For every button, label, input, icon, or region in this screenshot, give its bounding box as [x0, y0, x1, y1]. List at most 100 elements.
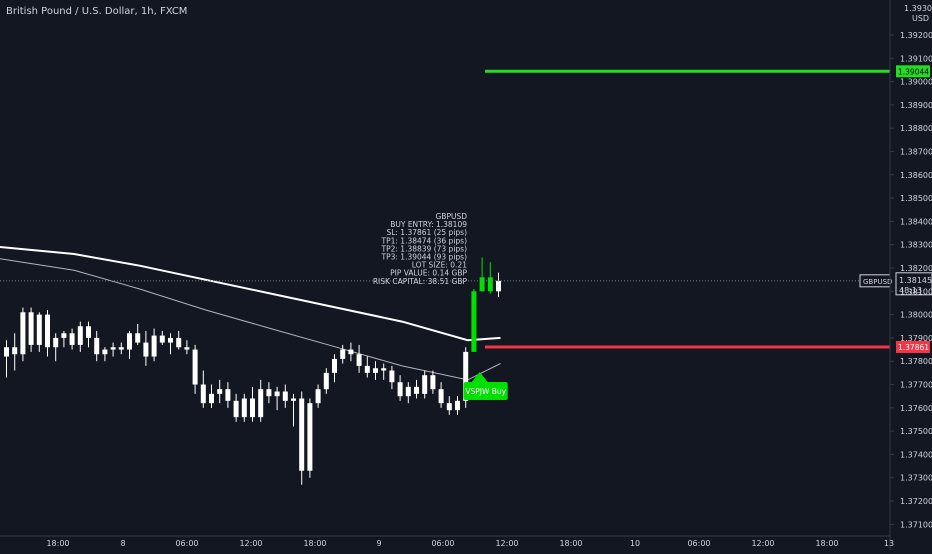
candle-body[interactable]: [487, 277, 493, 292]
time-tick-label: 13: [884, 539, 894, 548]
candle-body[interactable]: [479, 277, 485, 292]
info-box-line: PIP VALUE: 0.14 GBP: [390, 269, 467, 278]
time-tick-label: 06:00: [687, 539, 710, 548]
time-tick-label: 12:00: [239, 539, 262, 548]
tp3-price-tag-text: 1.39044: [898, 67, 929, 76]
candle-body[interactable]: [53, 337, 59, 348]
candle-body[interactable]: [315, 389, 321, 404]
candle-body[interactable]: [282, 391, 288, 401]
candle-body[interactable]: [86, 326, 91, 338]
candle-body[interactable]: [356, 354, 362, 366]
candle-body[interactable]: [118, 347, 124, 350]
candle-body[interactable]: [4, 347, 9, 357]
candle-body[interactable]: [446, 403, 452, 411]
price-tick-label: 1.37200: [900, 497, 932, 506]
candle-body[interactable]: [143, 342, 149, 357]
signal-label-box[interactable]: [463, 382, 508, 400]
candle-body[interactable]: [110, 347, 116, 350]
candle-body[interactable]: [373, 368, 378, 373]
candle-body[interactable]: [438, 389, 444, 404]
candle-body[interactable]: [291, 398, 296, 401]
sl-price-tag-text: 1.37861: [898, 343, 929, 352]
candle-body[interactable]: [397, 382, 403, 397]
info-box-line: SL: 1.37861 (25 pips): [386, 228, 467, 237]
candle-body[interactable]: [463, 351, 469, 401]
price-tick-label: 1.37700: [900, 381, 932, 390]
candle-body[interactable]: [364, 365, 370, 373]
candle-body[interactable]: [250, 398, 255, 418]
candle-body[interactable]: [307, 403, 313, 471]
candle-body[interactable]: [233, 400, 239, 418]
time-tick-label: 12:00: [495, 539, 518, 548]
candle-body[interactable]: [192, 349, 198, 385]
candle-body[interactable]: [455, 400, 460, 411]
candle-body[interactable]: [159, 335, 165, 343]
candle-body[interactable]: [28, 312, 34, 345]
candle-body[interactable]: [176, 337, 182, 348]
candle-body[interactable]: [151, 335, 157, 357]
candle-body[interactable]: [77, 326, 83, 345]
price-tick-label: 1.38700: [900, 147, 932, 156]
candle-body[interactable]: [348, 349, 354, 355]
price-tick-label: 1.38100: [900, 287, 932, 296]
candle-body[interactable]: [12, 347, 18, 355]
signal-arrow: [471, 372, 488, 382]
ma-fast-line: [0, 246, 501, 342]
candle-body[interactable]: [36, 314, 42, 345]
candle-body[interactable]: [184, 347, 190, 350]
candle-body[interactable]: [209, 393, 214, 404]
price-tick-label: 1.38200: [900, 264, 932, 273]
candle-body[interactable]: [496, 280, 501, 292]
candle-body[interactable]: [405, 386, 411, 397]
time-tick-label: 10: [630, 539, 640, 548]
candle-body[interactable]: [102, 349, 108, 355]
price-tick-label: 1.37100: [900, 520, 932, 529]
info-box-line: TP2: 1.38839 (73 pips): [381, 244, 468, 253]
candle-body[interactable]: [45, 314, 50, 348]
candle-body[interactable]: [94, 337, 100, 355]
ma-slow-line: [0, 258, 501, 381]
candle-body[interactable]: [241, 398, 247, 418]
candle-body[interactable]: [332, 358, 337, 373]
price-tick-label: 1.37400: [900, 450, 932, 459]
candle-body[interactable]: [127, 333, 132, 350]
candle-body[interactable]: [422, 375, 428, 394]
price-tick-label: 1.38900: [900, 101, 932, 110]
price-tick-label: 1.37500: [900, 427, 932, 436]
candle-body[interactable]: [61, 333, 67, 338]
currency-label: USD: [912, 14, 930, 23]
price-tick-label: 1.37600: [900, 404, 932, 413]
candle-body[interactable]: [274, 391, 280, 397]
info-box-line: GBPUSD: [435, 212, 467, 221]
candle-body[interactable]: [266, 389, 272, 397]
candle-body[interactable]: [135, 333, 141, 343]
price-tick-label: 1.38600: [900, 171, 932, 180]
candle-body[interactable]: [225, 389, 231, 401]
candle-body[interactable]: [323, 372, 329, 390]
candle-body[interactable]: [258, 389, 264, 418]
time-tick-label: 18:00: [559, 539, 582, 548]
candle-body[interactable]: [299, 398, 305, 471]
symbol-tag-text: GBPUSD: [863, 278, 892, 286]
candle-body[interactable]: [381, 368, 387, 371]
candle-body[interactable]: [430, 375, 436, 390]
candle-body[interactable]: [340, 349, 346, 359]
candle-body[interactable]: [389, 370, 395, 383]
candle-body[interactable]: [200, 384, 206, 404]
candle-body[interactable]: [414, 386, 419, 394]
chart-title: British Pound / U.S. Dollar, 1h, FXCM: [6, 6, 188, 17]
candle-body[interactable]: [471, 291, 477, 352]
price-tick-label: 1.38500: [900, 194, 932, 203]
bar-countdown: 48:13: [899, 286, 922, 295]
candle-body[interactable]: [69, 333, 75, 345]
info-box-line: TP1: 1.38474 (36 pips): [381, 236, 468, 245]
candle-body[interactable]: [20, 312, 26, 355]
price-tick-label: 1.38000: [900, 311, 932, 320]
candle-body[interactable]: [217, 389, 223, 394]
tp3-price-tag: [896, 65, 930, 78]
time-tick-label: 18:00: [303, 539, 326, 548]
candle-body[interactable]: [168, 337, 173, 343]
